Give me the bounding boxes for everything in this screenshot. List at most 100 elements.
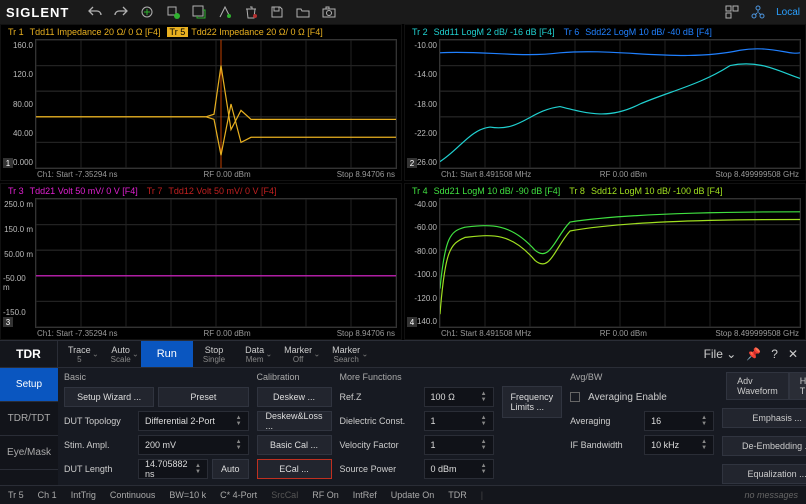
delete-icon[interactable] — [243, 4, 259, 20]
status-continuous: Continuous — [110, 490, 156, 500]
add-trace-icon[interactable] — [139, 4, 155, 20]
ifbw-input[interactable]: 10 kHz▲▼ — [644, 435, 714, 455]
ytick: -60.00 — [414, 223, 437, 232]
adv-waveform-tab[interactable]: Adv Waveform — [726, 372, 789, 400]
camera-icon[interactable] — [321, 4, 337, 20]
preset-button[interactable]: Preset — [158, 387, 248, 407]
panel-tab-eye-mask[interactable]: Eye/Mask — [0, 436, 58, 470]
ecal-button[interactable]: ECal ... — [257, 459, 332, 479]
menu-marker[interactable]: MarkerSearch — [322, 341, 370, 367]
plot-grid: Tr 1Tdd11 Impedance 20 Ω/ 0 Ω [F4] Tr 5Td… — [0, 24, 806, 340]
ytick: 80.00 — [13, 100, 33, 109]
basic-cal-button[interactable]: Basic Cal ... — [257, 435, 332, 455]
trace-label[interactable]: Tr 1Tdd11 Impedance 20 Ω/ 0 Ω [F4] — [5, 27, 161, 37]
refz-input[interactable]: 100 Ω▲▼ — [424, 387, 494, 407]
plot-index: 4 — [407, 317, 417, 327]
undo-icon[interactable] — [87, 4, 103, 20]
menu-marker[interactable]: MarkerOff — [274, 341, 322, 367]
dut-length-label: DUT Length — [64, 464, 134, 474]
equalization-button[interactable]: Equalization ... — [722, 464, 806, 484]
panel-tab-tdr-tdt[interactable]: TDR/TDT — [0, 402, 58, 436]
plot-index: 1 — [3, 158, 13, 168]
save-icon[interactable] — [269, 4, 285, 20]
stim-ampl-input[interactable]: 200 mV▲▼ — [138, 435, 249, 455]
trace-label[interactable]: Tr 5Tdd22 Impedance 20 Ω/ 0 Ω [F4] — [167, 27, 323, 37]
ytick: 120.0 — [13, 70, 33, 79]
averaging-enable-checkbox[interactable] — [570, 392, 580, 402]
menu-run[interactable]: Run — [141, 341, 193, 367]
emphasis-button[interactable]: Emphasis ... — [722, 408, 806, 428]
menu-data[interactable]: DataMem — [235, 341, 274, 367]
trace-label[interactable]: Tr 8Sdd12 LogM 10 dB/ -100 dB [F4] — [566, 186, 722, 196]
plot-footer-right: Stop 8.499999508 GHz — [715, 329, 799, 338]
plot-1[interactable]: Tr 1Tdd11 Impedance 20 Ω/ 0 Ω [F4] Tr 5Td… — [0, 24, 402, 181]
pin-icon[interactable]: 📌 — [746, 347, 761, 361]
menu-trace[interactable]: Trace5 — [58, 341, 101, 367]
averaging-input[interactable]: 16▲▼ — [644, 411, 714, 431]
help-icon[interactable]: ? — [771, 347, 778, 361]
network-icon[interactable] — [750, 4, 766, 20]
trace-label[interactable]: Tr 3Tdd21 Volt 50 mV/ 0 V [F4] — [5, 186, 138, 196]
trace-label[interactable]: Tr 7Tdd12 Volt 50 mV/ 0 V [F4] — [144, 186, 277, 196]
close-icon[interactable]: ✕ — [788, 347, 798, 361]
trace-label[interactable]: Tr 6Sdd22 LogM 10 dB/ -40 dB [F4] — [561, 27, 712, 37]
dielectric-input[interactable]: 1▲▼ — [424, 411, 494, 431]
plot-footer-center: RF 0.00 dBm — [204, 329, 251, 338]
plot-footer-right: Stop 8.499999508 GHz — [715, 170, 799, 179]
velocity-input[interactable]: 1▲▼ — [424, 435, 494, 455]
plot-footer-center: RF 0.00 dBm — [600, 170, 647, 179]
status-srccal: SrcCal — [271, 490, 298, 500]
file-menu[interactable]: File ⌄ — [704, 347, 737, 361]
velocity-label: Velocity Factor — [340, 440, 420, 450]
menu-stop[interactable]: StopSingle — [193, 341, 235, 367]
ytick: -100.0 — [414, 270, 437, 279]
dut-length-input[interactable]: 14.705882 ns▲▼ — [138, 459, 208, 479]
status-ch-1: Ch 1 — [38, 490, 57, 500]
plot-footer-left: Ch1: Start 8.491508 MHz — [441, 170, 531, 179]
calibration-title: Calibration — [257, 372, 332, 382]
plot-3[interactable]: Tr 3Tdd21 Volt 50 mV/ 0 V [F4] Tr 7Tdd12 … — [0, 183, 402, 340]
redo-icon[interactable] — [113, 4, 129, 20]
deskew-button[interactable]: Deskew ... — [257, 387, 332, 407]
trace-label[interactable]: Tr 2Sdd11 LogM 2 dB/ -16 dB [F4] — [409, 27, 555, 37]
panel-tab-setup[interactable]: Setup — [0, 368, 58, 402]
setup-wizard-button[interactable]: Setup Wizard ... — [64, 387, 154, 407]
ytick: -18.00 — [414, 100, 437, 109]
plot-index: 2 — [407, 158, 417, 168]
status-rf-on: RF On — [312, 490, 339, 500]
deskew-loss-button[interactable]: Deskew&Loss ... — [257, 411, 332, 431]
deembedding-button[interactable]: De-Embedding ... — [722, 436, 806, 456]
folder-icon[interactable] — [295, 4, 311, 20]
status-c--4-port: C* 4-Port — [220, 490, 257, 500]
hot-tdr-tab[interactable]: Hot TDR — [789, 372, 806, 400]
refz-label: Ref.Z — [340, 392, 420, 402]
ifbw-label: IF Bandwidth — [570, 440, 640, 450]
auto-button[interactable]: Auto — [212, 459, 249, 479]
plot-footer-center: RF 0.00 dBm — [600, 329, 647, 338]
ytick: -80.00 — [414, 247, 437, 256]
menu-auto[interactable]: AutoScale — [101, 341, 141, 367]
layout-icon[interactable] — [724, 4, 740, 20]
trace-label[interactable]: Tr 4Sdd21 LogM 10 dB/ -90 dB [F4] — [409, 186, 560, 196]
averaging-label: Averaging — [570, 416, 640, 426]
source-power-label: Source Power — [340, 464, 420, 474]
ytick: 50.00 m — [4, 250, 33, 259]
palette-icon[interactable] — [217, 4, 233, 20]
more-functions-title: More Functions — [340, 372, 494, 382]
frequency-limits-button[interactable]: Frequency Limits ... — [502, 386, 563, 418]
add-marker-icon[interactable] — [165, 4, 181, 20]
local-label[interactable]: Local — [776, 7, 800, 18]
plot-2[interactable]: Tr 2Sdd11 LogM 2 dB/ -16 dB [F4] Tr 6Sdd2… — [404, 24, 806, 181]
ytick: -140.0 — [414, 317, 437, 326]
brand-logo: SIGLENT — [6, 5, 69, 20]
ytick: -14.00 — [414, 70, 437, 79]
stim-ampl-label: Stim. Ampl. — [64, 440, 134, 450]
dut-topology-select[interactable]: Differential 2-Port▲▼ — [138, 411, 249, 431]
source-power-input[interactable]: 0 dBm▲▼ — [424, 459, 494, 479]
topbar: SIGLENT Local — [0, 0, 806, 24]
add-window-icon[interactable] — [191, 4, 207, 20]
ytick: -50.00 m — [3, 274, 33, 292]
plot-4[interactable]: Tr 4Sdd21 LogM 10 dB/ -90 dB [F4] Tr 8Sdd… — [404, 183, 806, 340]
averaging-enable-label: Averaging Enable — [588, 392, 667, 403]
avgbw-title: Avg/BW — [570, 372, 714, 382]
